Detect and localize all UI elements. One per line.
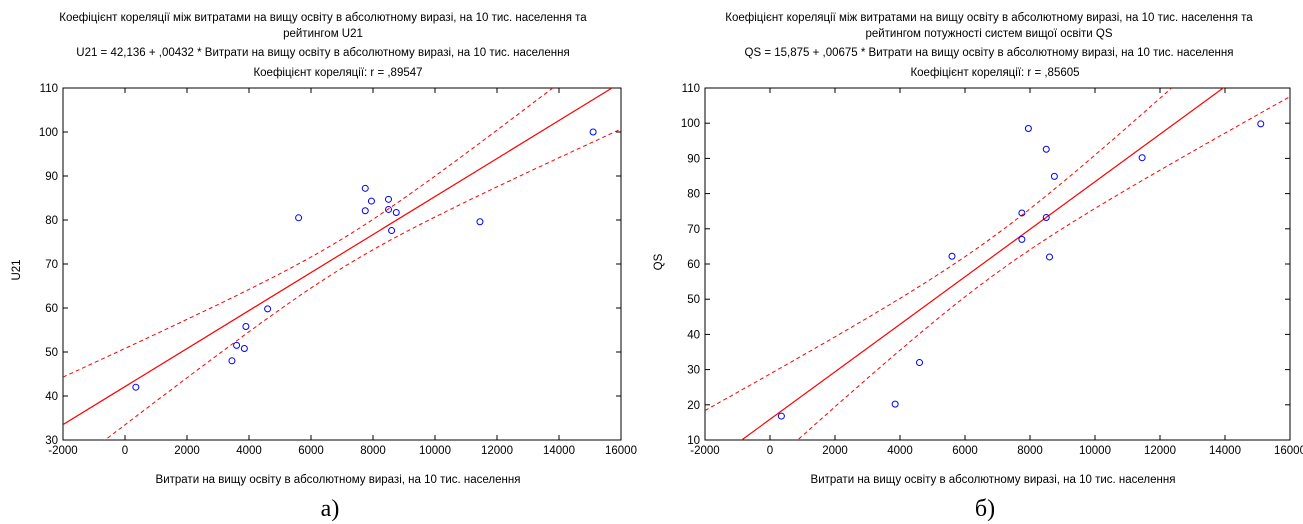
x-tick-label: 16000 — [1274, 445, 1303, 457]
confidence-band-upper — [63, 88, 554, 378]
chart-title-line-2: рейтингом потужності систем вищої освіти… — [865, 28, 1112, 40]
data-point — [233, 341, 241, 349]
data-point — [1024, 124, 1032, 132]
data-point — [777, 412, 785, 420]
y-tick-label: 40 — [45, 391, 58, 403]
x-tick-label: -2000 — [690, 445, 719, 457]
x-tick-label: 2000 — [822, 445, 848, 457]
y-tick-label: 70 — [45, 259, 58, 271]
x-tick-label: 10000 — [1079, 445, 1111, 457]
y-tick-label: 60 — [45, 303, 58, 315]
x-tick-label: 8000 — [360, 445, 386, 457]
plot-frame — [62, 87, 622, 441]
data-point — [361, 184, 369, 192]
x-tick-label: 4000 — [236, 445, 262, 457]
subfigure-caption: а) — [321, 496, 340, 522]
data-point — [264, 305, 272, 313]
x-tick-label: 6000 — [952, 445, 978, 457]
correlation-coefficient: Коефіцієнт кореляції: r = ,89547 — [253, 67, 422, 79]
data-point — [132, 383, 140, 391]
plot-area — [705, 88, 1290, 440]
x-tick-label: 12000 — [481, 445, 513, 457]
x-tick-label: 6000 — [298, 445, 324, 457]
data-point — [1257, 120, 1265, 128]
x-tick-label: 16000 — [605, 445, 637, 457]
data-point — [1046, 253, 1053, 261]
confidence-band-lower — [796, 96, 1290, 440]
data-point — [1138, 154, 1146, 162]
data-point — [361, 207, 369, 215]
subfigure-caption: б) — [975, 496, 995, 522]
x-tick-label: 10000 — [419, 445, 451, 457]
y-tick-label: 10 — [687, 435, 700, 447]
x-axis-label: Витрати на вищу освіту в абсолютному вир… — [156, 474, 521, 486]
x-tick-label: 12000 — [1144, 445, 1176, 457]
x-tick-label: 4000 — [887, 445, 913, 457]
data-point — [589, 128, 597, 136]
data-point — [916, 359, 923, 367]
data-point — [1042, 214, 1050, 222]
data-point — [242, 322, 250, 330]
plot-frame — [704, 87, 1291, 441]
y-tick-label: 20 — [687, 400, 700, 412]
y-tick-label: 110 — [682, 83, 700, 95]
data-point — [367, 197, 375, 205]
x-tick-label: 8000 — [1017, 445, 1043, 457]
plot-area — [63, 88, 621, 440]
x-tick-label: 14000 — [1209, 445, 1241, 457]
y-axis-label: QS — [653, 253, 665, 270]
regression-line — [740, 88, 1225, 440]
correlation-coefficient: Коефіцієнт кореляції: r = ,85605 — [910, 67, 1079, 79]
data-point — [891, 400, 899, 408]
chart-title-line-2: рейтингом U21 — [283, 28, 363, 40]
data-point — [1018, 209, 1026, 217]
data-point — [476, 218, 484, 226]
data-point — [385, 195, 392, 203]
data-point — [240, 344, 248, 352]
y-tick-label: 30 — [687, 365, 700, 377]
y-tick-label: 80 — [687, 189, 700, 201]
y-tick-label: 100 — [681, 118, 700, 130]
y-tick-label: 90 — [687, 153, 700, 165]
confidence-band-upper — [705, 88, 1173, 411]
y-tick-label: 30 — [45, 435, 58, 447]
x-tick-label: 0 — [122, 445, 128, 457]
data-point — [1050, 172, 1058, 180]
x-tick-label: -2000 — [48, 445, 77, 457]
y-tick-label: 40 — [687, 329, 700, 341]
y-tick-label: 110 — [40, 83, 58, 95]
x-axis-label: Витрати на вищу освіту в абсолютному вир… — [811, 474, 1176, 486]
y-tick-label: 100 — [39, 127, 58, 139]
confidence-band-lower — [104, 128, 621, 440]
data-point — [948, 252, 956, 260]
y-tick-label: 60 — [687, 259, 700, 271]
chart-title-line-1: Коефіцієнт кореляції між витратами на ви… — [725, 12, 1253, 24]
y-tick-label: 50 — [687, 294, 700, 306]
data-point — [228, 357, 236, 365]
data-point — [392, 209, 400, 217]
regression-equation: U21 = 42,136 + ,00432 * Витрати на вищу … — [76, 47, 569, 59]
regression-equation: QS = 15,875 + ,00675 * Витрати на вищу о… — [745, 47, 1234, 59]
x-tick-label: 14000 — [543, 445, 575, 457]
y-tick-label: 70 — [687, 224, 700, 236]
y-axis-label: U21 — [11, 259, 23, 280]
x-tick-label: 2000 — [174, 445, 200, 457]
y-tick-label: 80 — [45, 215, 58, 227]
data-point — [385, 205, 392, 213]
data-point — [295, 214, 303, 222]
y-tick-label: 90 — [45, 171, 58, 183]
regression-line — [63, 88, 614, 426]
chart-u21: Коефіцієнт кореляції між витратами на ви… — [11, 12, 637, 522]
chart-qs: Коефіцієнт кореляції між витратами на ви… — [653, 12, 1303, 522]
x-tick-label: 0 — [767, 445, 773, 457]
data-point — [388, 227, 396, 235]
chart-title-line-1: Коефіцієнт кореляції між витратами на ви… — [59, 12, 587, 24]
data-point — [1018, 235, 1026, 243]
y-tick-label: 50 — [45, 347, 58, 359]
data-point — [1042, 145, 1050, 153]
